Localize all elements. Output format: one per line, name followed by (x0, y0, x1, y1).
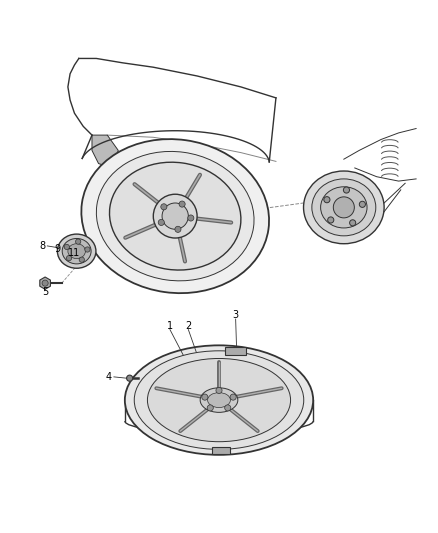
Ellipse shape (125, 345, 313, 455)
Ellipse shape (96, 151, 254, 281)
Circle shape (67, 255, 72, 261)
Ellipse shape (57, 234, 96, 268)
Circle shape (202, 394, 208, 400)
Circle shape (225, 405, 231, 411)
Circle shape (343, 187, 350, 193)
Circle shape (324, 197, 330, 203)
Circle shape (64, 244, 70, 249)
Circle shape (162, 203, 188, 229)
Circle shape (158, 220, 164, 225)
Text: 3: 3 (233, 310, 239, 320)
Circle shape (85, 247, 90, 252)
Circle shape (42, 280, 48, 286)
Circle shape (216, 387, 222, 393)
Ellipse shape (81, 139, 269, 293)
Text: 1: 1 (167, 321, 173, 330)
Ellipse shape (208, 393, 230, 408)
Ellipse shape (148, 359, 290, 442)
Ellipse shape (200, 388, 238, 413)
Ellipse shape (304, 171, 384, 244)
Text: 9: 9 (55, 244, 61, 254)
Ellipse shape (134, 351, 304, 449)
Ellipse shape (312, 179, 376, 236)
Text: 2: 2 (185, 321, 191, 330)
Circle shape (75, 239, 81, 244)
Circle shape (333, 197, 354, 218)
Ellipse shape (62, 238, 91, 264)
Ellipse shape (68, 244, 85, 259)
FancyBboxPatch shape (225, 346, 246, 354)
Polygon shape (92, 135, 118, 168)
Circle shape (79, 257, 85, 262)
Text: 11: 11 (68, 248, 81, 259)
Circle shape (230, 394, 236, 400)
Circle shape (359, 201, 365, 207)
Text: 8: 8 (40, 241, 46, 251)
Circle shape (127, 375, 133, 381)
Circle shape (188, 215, 194, 221)
Circle shape (153, 194, 197, 238)
Circle shape (350, 220, 356, 226)
Circle shape (328, 217, 334, 223)
Text: 4: 4 (106, 372, 112, 382)
Circle shape (175, 227, 181, 232)
Ellipse shape (321, 187, 367, 228)
Text: 5: 5 (42, 287, 48, 297)
Circle shape (161, 204, 167, 210)
FancyBboxPatch shape (212, 447, 230, 454)
Ellipse shape (110, 162, 241, 270)
Circle shape (179, 201, 185, 207)
Polygon shape (40, 277, 50, 289)
Circle shape (207, 405, 213, 411)
